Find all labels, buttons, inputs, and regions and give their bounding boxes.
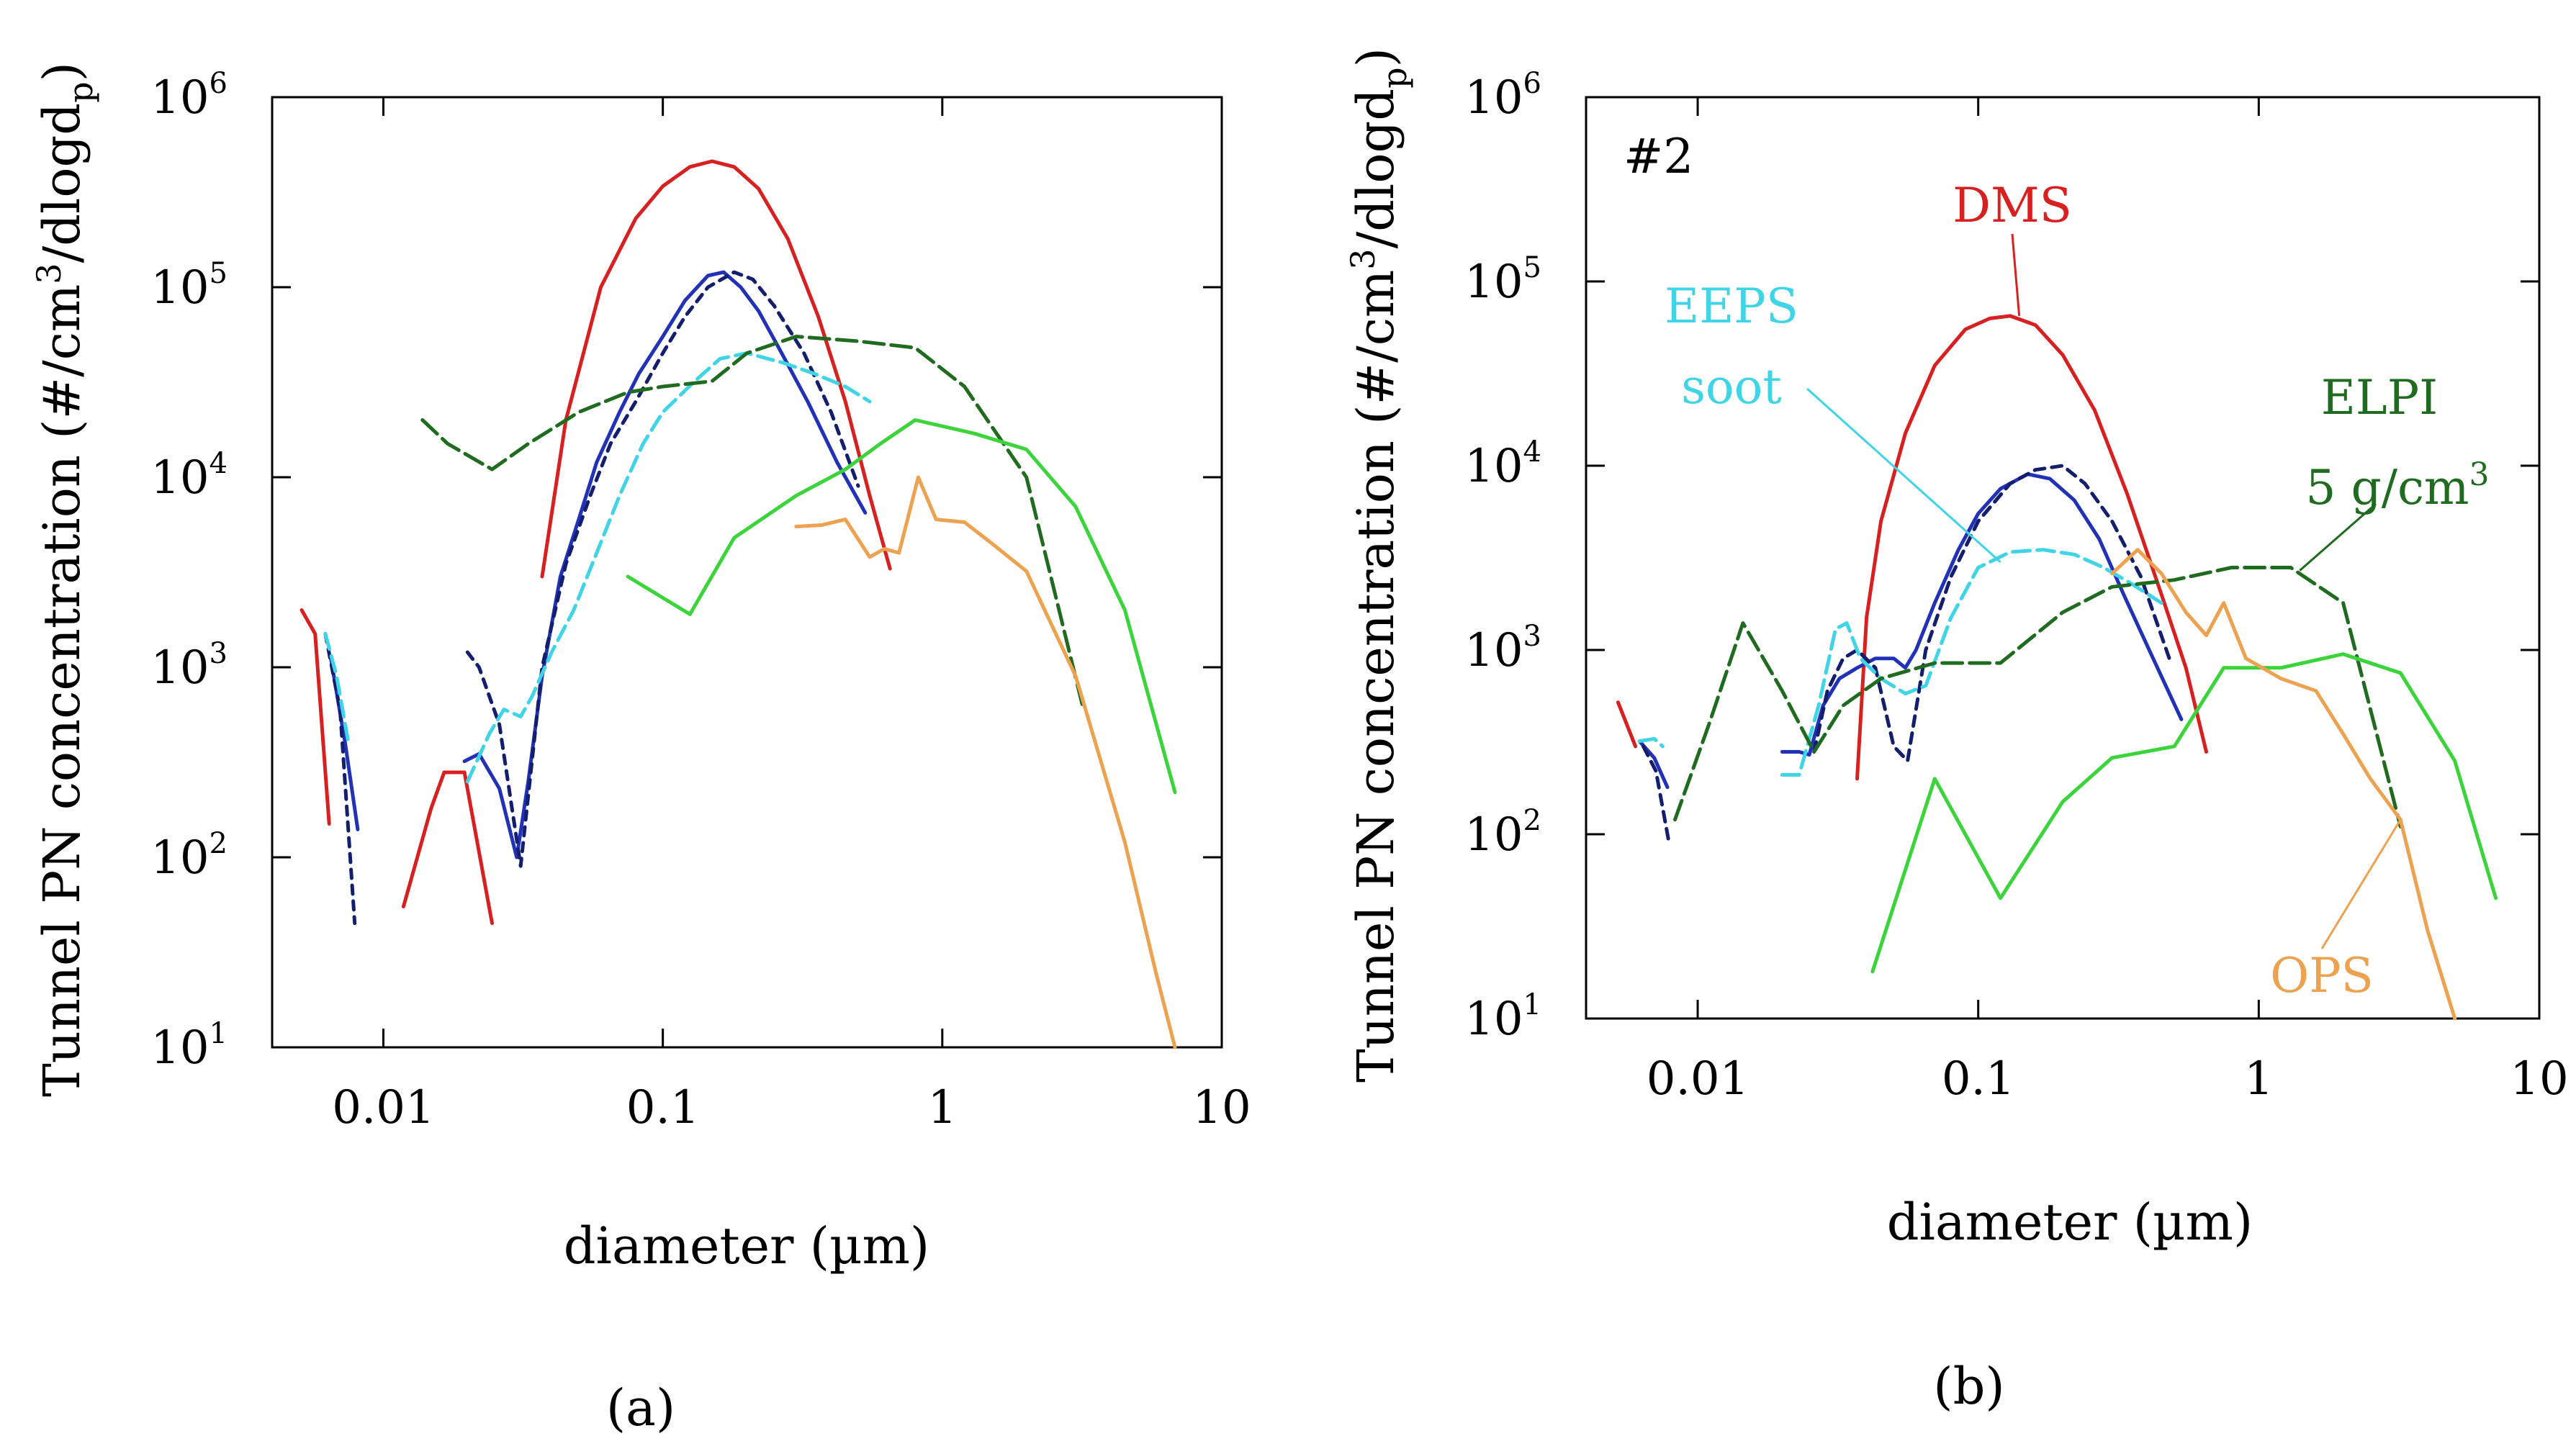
ticks-b — [1586, 96, 2539, 1020]
panel-label-a: (a) — [606, 1378, 675, 1437]
y-tick-label: 101 — [1464, 988, 1541, 1046]
y-tick-labels-b: 101 102 103 104 105 106 — [1464, 67, 1541, 1046]
series-line-dms — [1855, 314, 2208, 781]
y-tick-exponent: 1 — [210, 1017, 228, 1050]
x-tick-label: 10 — [2510, 1052, 2568, 1106]
series-line-eeps-blue — [1780, 472, 2184, 757]
annotation-leaders-b — [1806, 233, 2402, 949]
x-tick-labels-b: 0.01 0.1 1 10 — [1647, 1052, 2569, 1106]
y-axis-title-b: Tunnel PN concentration (#/cm3/dlogdp) — [1343, 48, 1414, 1083]
leader-line-elpi — [2299, 502, 2377, 572]
annotation-elpi-density: 5 g/cm3 — [2305, 456, 2489, 515]
series-line-dms — [401, 770, 494, 926]
x-tick-label: 0.01 — [332, 1081, 435, 1134]
series-a — [300, 159, 1177, 1049]
y-tick-exponent: 6 — [210, 67, 228, 100]
series-line-eeps-soot — [1637, 736, 1665, 749]
series-line-eeps-navy — [465, 270, 860, 868]
ticks-a — [272, 96, 1222, 1049]
annotation-eeps: EEPS — [1665, 279, 1798, 334]
series-line-green — [626, 418, 1177, 795]
series-line-green — [1870, 652, 2498, 974]
plot-frame-b — [1585, 96, 2541, 1020]
x-tick-label: 1 — [927, 1081, 957, 1134]
x-tick-label: 10 — [1192, 1081, 1251, 1134]
y-tick-label: 104 — [1464, 435, 1541, 493]
series-line-eeps-navy — [1812, 464, 2171, 763]
series-line-elpi — [1673, 566, 2402, 828]
series-line-eeps-soot — [465, 351, 872, 784]
leader-line-eeps-soot — [1806, 387, 2001, 563]
annotation-soot: soot — [1681, 359, 1782, 415]
y-tick-label: 103 — [1464, 620, 1541, 677]
y-tick-exponent: 3 — [1523, 620, 1541, 653]
series-line-ops — [2110, 548, 2457, 1021]
y-tick-label: 101 — [150, 1017, 228, 1075]
series-line-eeps-soot — [1780, 548, 2163, 777]
y-tick-label: 102 — [1464, 804, 1541, 862]
series-line-eeps-blue — [462, 270, 868, 859]
series-line-dms — [300, 608, 331, 826]
plot-frame-a — [271, 96, 1223, 1049]
leader-line-ops — [2320, 818, 2402, 949]
x-tick-label: 0.01 — [1647, 1052, 1749, 1106]
y-tick-exponent: 2 — [210, 827, 228, 860]
x-tick-label: 0.1 — [626, 1081, 700, 1134]
x-tick-label: 1 — [2244, 1052, 2274, 1106]
annotation-elpi: ELPI — [2321, 370, 2438, 425]
y-tick-exponent: 4 — [210, 447, 228, 480]
y-tick-label: 105 — [150, 257, 228, 315]
series-b — [1616, 314, 2498, 1021]
series-line-eeps-navy — [1641, 744, 1671, 845]
y-tick-label: 104 — [150, 447, 228, 505]
y-tick-exponent: 4 — [1523, 435, 1541, 469]
series-line-dms — [540, 159, 892, 579]
annotation-dms: DMS — [1953, 178, 2072, 233]
y-tick-exponent: 1 — [1523, 988, 1541, 1021]
annotation-ops: OPS — [2270, 948, 2374, 1003]
panel-tag-b: #2 — [1623, 129, 1693, 184]
y-tick-label: 105 — [1464, 251, 1541, 309]
panel-a: 101 102 103 104 105 106 0.01 0.1 1 10 diameter (… — [30, 62, 1251, 1437]
x-tick-label: 0.1 — [1942, 1052, 2015, 1106]
y-tick-label: 106 — [150, 67, 228, 125]
y-tick-exponent: 3 — [210, 637, 228, 670]
y-tick-label: 102 — [150, 827, 228, 885]
y-tick-exponent: 2 — [1523, 804, 1541, 837]
series-line-elpi — [420, 335, 1086, 712]
y-tick-labels-a: 101 102 103 104 105 106 — [150, 67, 228, 1075]
y-tick-exponent: 5 — [1523, 251, 1541, 284]
x-axis-title-b: diameter (µm) — [1887, 1193, 2253, 1252]
leader-line-dms — [2011, 233, 2021, 317]
y-tick-label: 103 — [150, 637, 228, 695]
panel-b: 101 102 103 104 105 106 0.01 0.1 1 10 #2 DMS EEP… — [1343, 48, 2569, 1416]
y-axis-title-a: Tunnel PN concentration (#/cm3/dlogdp) — [30, 62, 100, 1097]
series-line-dms — [1616, 700, 1638, 749]
y-tick-label: 106 — [1464, 67, 1541, 125]
x-axis-title-a: diameter (µm) — [564, 1216, 930, 1275]
x-tick-labels-a: 0.01 0.1 1 10 — [332, 1081, 1251, 1134]
series-line-eeps-soot — [323, 632, 351, 745]
y-tick-exponent: 6 — [1523, 67, 1541, 100]
series-line-ops — [794, 475, 1177, 1049]
panel-label-b: (b) — [1933, 1357, 2004, 1416]
y-tick-exponent: 5 — [210, 257, 228, 290]
